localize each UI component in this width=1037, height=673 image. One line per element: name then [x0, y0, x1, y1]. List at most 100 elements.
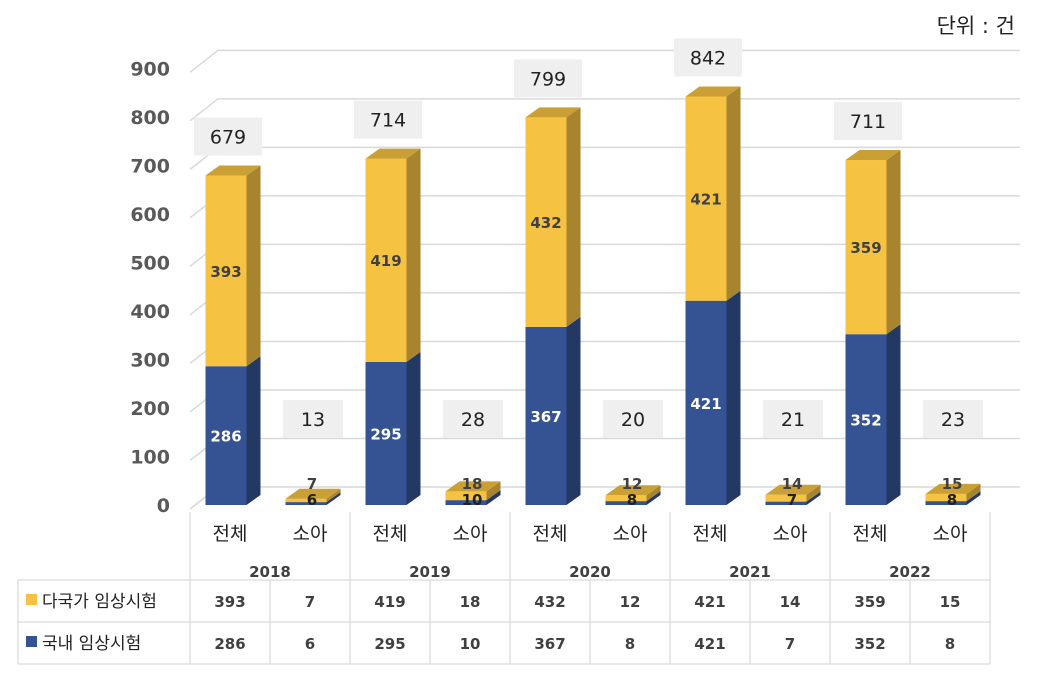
bar-domestic-front [845, 334, 887, 505]
bar-multinational-side [726, 86, 741, 301]
x-category-label: 전체 [373, 523, 408, 545]
bar-domestic-front [205, 366, 247, 505]
bar-domestic-front [605, 501, 647, 505]
y-tick-label: 600 [130, 204, 170, 226]
total-label: 23 [941, 409, 965, 431]
bar-multinational-side [486, 481, 501, 501]
bar-multinational-front [365, 158, 407, 362]
gridline-slant [189, 98, 219, 122]
data-label-multinational: 421 [690, 191, 721, 209]
bar-multinational-top [205, 165, 261, 176]
bar-multinational-front [925, 493, 967, 502]
bar-multinational-top [525, 107, 581, 118]
bar-domestic-front [925, 501, 967, 505]
table-cell-multinational: 14 [780, 593, 801, 611]
total-label: 714 [370, 110, 406, 132]
bar-multinational-front [205, 175, 247, 367]
bar-multinational-top [365, 148, 421, 159]
bar-multinational-side [886, 150, 901, 335]
total-label-box [834, 102, 902, 141]
table-cell-multinational: 15 [940, 593, 961, 611]
x-year-label: 2021 [729, 563, 771, 581]
bar-multinational-top [925, 483, 981, 494]
bar-domestic-side [726, 290, 741, 505]
data-label-domestic: 295 [370, 425, 401, 443]
total-label: 13 [301, 409, 325, 431]
legend-label-multinational: 다국가 임상시험 [42, 592, 157, 612]
x-year-label: 2022 [889, 563, 931, 581]
data-label-multinational: 7 [307, 475, 317, 493]
x-year-label: 2018 [249, 563, 291, 581]
data-label-multinational: 12 [622, 475, 643, 493]
y-tick-label: 200 [130, 398, 170, 420]
x-category-label: 전체 [853, 523, 888, 545]
bar-multinational-side [566, 107, 581, 327]
bar-multinational-front [525, 117, 567, 327]
data-label-multinational: 393 [210, 263, 241, 281]
table-cell-multinational: 419 [374, 593, 405, 611]
table-cell-domestic: 295 [374, 635, 405, 653]
data-label-domestic: 286 [210, 428, 241, 446]
bar-multinational-side [806, 484, 821, 502]
total-label-box [443, 400, 503, 438]
total-label-box [763, 400, 823, 438]
x-category-label: 소아 [773, 523, 808, 545]
unit-label: 단위 : 건 [936, 14, 1015, 38]
bar-multinational-top [845, 150, 901, 161]
total-label-box [674, 38, 742, 77]
data-label-multinational: 14 [782, 475, 803, 493]
total-label-box [923, 400, 983, 438]
table-cell-multinational: 359 [854, 593, 885, 611]
total-label: 842 [690, 47, 726, 69]
bar-domestic-side [886, 324, 901, 505]
total-label: 20 [621, 409, 645, 431]
y-tick-label: 800 [130, 107, 170, 129]
x-category-label: 소아 [613, 523, 648, 545]
total-label: 799 [530, 68, 566, 90]
data-label-domestic: 8 [947, 491, 957, 509]
bar-domestic-side [246, 356, 261, 505]
total-label: 28 [461, 409, 485, 431]
table-cell-domestic: 8 [945, 635, 955, 653]
table-cell-domestic: 367 [534, 635, 565, 653]
data-label-multinational: 359 [850, 239, 881, 257]
table-cell-multinational: 18 [460, 593, 481, 611]
bar-multinational-side [326, 488, 341, 503]
data-label-domestic: 421 [690, 395, 721, 413]
total-label: 679 [210, 127, 246, 149]
table-cell-domestic: 7 [785, 635, 795, 653]
bar-multinational-side [246, 165, 261, 367]
y-tick-label: 500 [130, 252, 170, 274]
bar-multinational-top [685, 86, 741, 97]
bar-domestic-side [566, 316, 581, 505]
bar-domestic-front [685, 300, 727, 505]
bar-domestic-side [326, 492, 341, 505]
legend-label-domestic: 국내 임상시험 [42, 634, 141, 654]
table-cell-domestic: 286 [214, 635, 245, 653]
x-category-label: 전체 [213, 523, 248, 545]
data-label-domestic: 10 [462, 491, 483, 509]
x-category-label: 소아 [453, 523, 488, 545]
y-tick-label: 300 [130, 349, 170, 371]
data-label-multinational: 419 [370, 252, 401, 270]
bar-domestic-front [445, 500, 487, 505]
bar-domestic-side [806, 491, 821, 505]
bar-multinational-front [605, 495, 647, 502]
bar-multinational-side [406, 148, 421, 362]
bar-domestic-side [406, 351, 421, 505]
y-tick-label: 100 [130, 446, 170, 468]
data-label-multinational: 432 [530, 214, 561, 232]
data-label-domestic: 352 [850, 412, 881, 430]
bar-domestic-side [646, 491, 661, 505]
x-category-label: 전체 [693, 523, 728, 545]
table-cell-multinational: 432 [534, 593, 565, 611]
bar-multinational-side [966, 483, 981, 502]
total-label: 21 [781, 409, 805, 431]
table-cell-domestic: 421 [694, 635, 725, 653]
bar-multinational-front [845, 160, 887, 335]
table-cell-multinational: 393 [214, 593, 245, 611]
table-cell-multinational: 12 [620, 593, 641, 611]
bar-multinational-top [285, 488, 341, 499]
bar-domestic-side [486, 490, 501, 505]
bar-domestic-front [765, 501, 807, 505]
